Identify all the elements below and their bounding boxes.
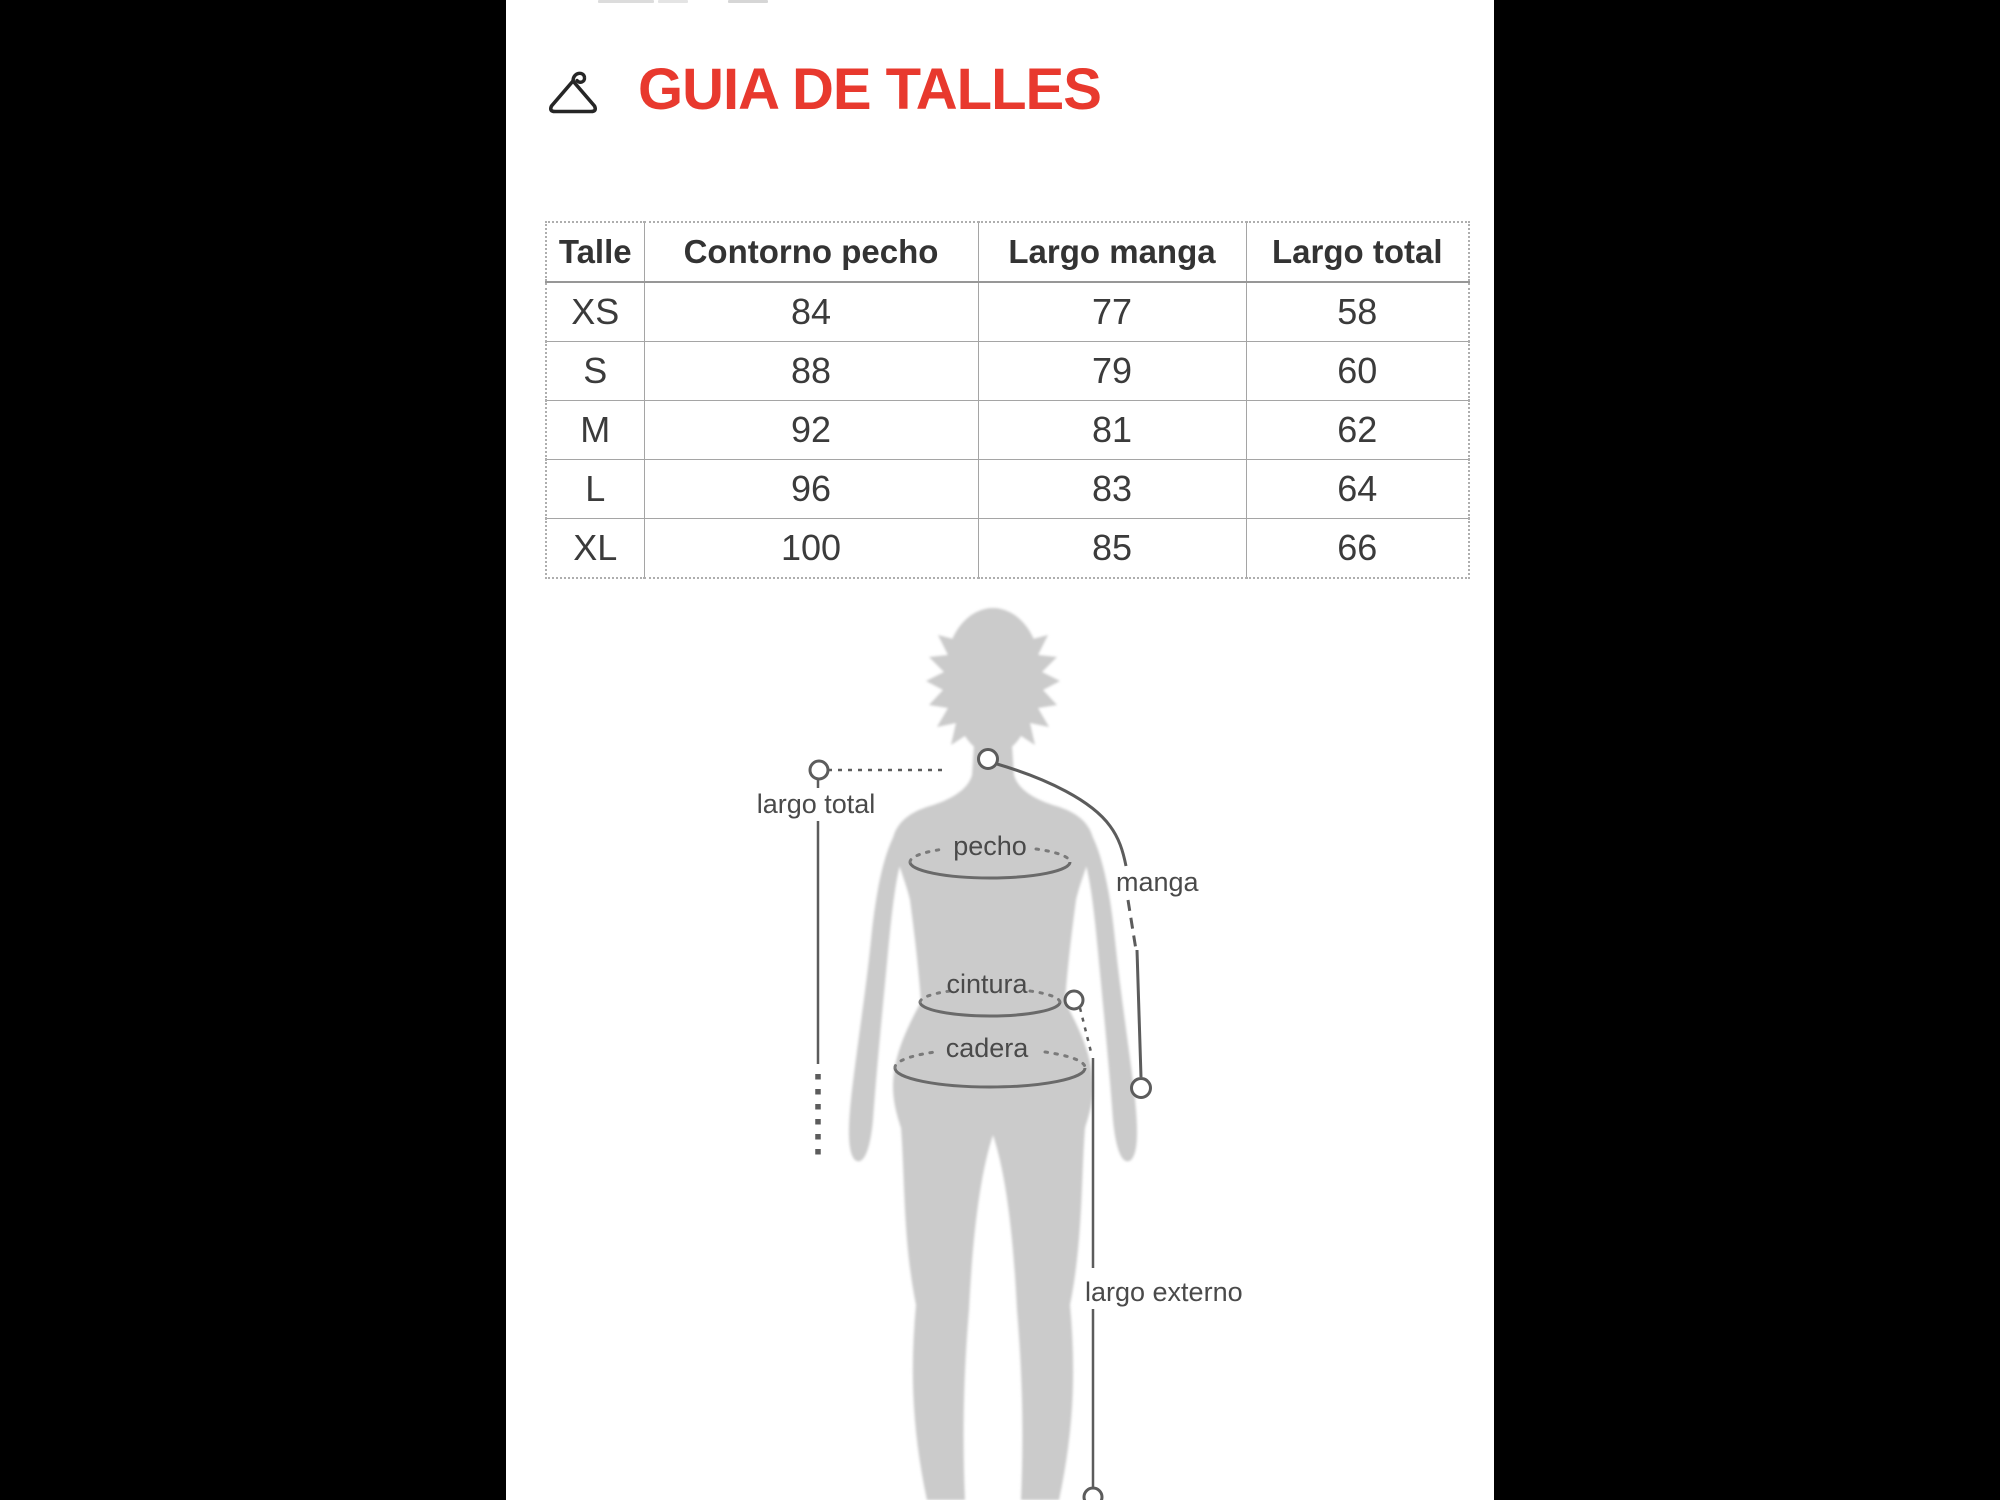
manga-line-forearm [1135, 949, 1143, 1078]
head [956, 650, 1030, 754]
largo-externo-label: largo externo [1085, 1277, 1243, 1307]
cadera-ellipse [893, 1067, 1087, 1089]
right-arm [1081, 830, 1138, 1162]
column-header-contorno-pecho: Contorno pecho [643, 221, 979, 283]
page-title: GUIA DE TALLES [638, 57, 1102, 122]
manga-label: manga [1116, 867, 1200, 897]
manga-line-shoulder [996, 762, 1128, 867]
largo-total-marker [808, 759, 830, 781]
cintura-dotted-left [918, 989, 952, 1004]
hanger-icon [548, 71, 598, 114]
cadera-label: cadera [946, 1033, 1030, 1063]
largo-externo-end-marker [1082, 1486, 1104, 1500]
measure-cell: 64 [1245, 459, 1470, 519]
size-cell: XS [545, 281, 645, 342]
largo-total-label-bg [750, 788, 882, 821]
size-cell: M [545, 400, 645, 460]
size-chart-table: Talle Contorno pecho Largo manga Largo t… [545, 221, 1470, 579]
manga-measure: manga [977, 748, 1200, 1099]
largo-externo-dotted [1078, 1007, 1094, 1057]
cadera-dotted-right [1043, 1050, 1087, 1070]
pecho-measure: pecho [908, 831, 1072, 880]
table-row-m: M 92 81 62 [545, 400, 1470, 460]
pecho-ellipse [908, 861, 1072, 880]
measure-cell: 79 [977, 341, 1247, 401]
measure-cell: 60 [1245, 341, 1470, 401]
cintura-dotted-right [1028, 989, 1062, 1004]
table-row-s: S 88 79 60 [545, 341, 1470, 401]
column-header-largo-total: Largo total [1245, 221, 1470, 283]
body-silhouette [848, 608, 1138, 1500]
size-cell: S [545, 341, 645, 401]
measurement-diagram: largo total pecho manga [750, 608, 1261, 1500]
measure-cell: 88 [643, 341, 979, 401]
torso-and-legs [893, 745, 1093, 1500]
manga-neck-marker [977, 748, 999, 770]
pecho-dotted-left [908, 847, 946, 864]
measure-cell: 85 [977, 518, 1247, 579]
measure-cell: 96 [643, 459, 979, 519]
largo-externo-measure: largo externo [1063, 989, 1261, 1500]
cintura-label: cintura [946, 969, 1028, 999]
manga-line-dashed [1126, 899, 1138, 951]
header-row: Talle Contorno pecho Largo manga Largo t… [545, 221, 1470, 283]
largo-total-label: largo total [757, 789, 876, 819]
measure-cell: 100 [643, 518, 979, 579]
cadera-dotted-left [893, 1050, 937, 1070]
table-row-xl: XL 100 85 66 [545, 518, 1470, 579]
cadera-measure: cadera [893, 1033, 1087, 1089]
cintura-ellipse [918, 1001, 1062, 1018]
largo-externo-hip-marker [1063, 989, 1085, 1011]
cintura-measure: cintura [918, 969, 1062, 1018]
largo-total-measure: largo total [750, 759, 948, 1164]
manga-wrist-marker [1130, 1077, 1152, 1099]
size-cell: XL [545, 518, 645, 579]
size-cell: L [545, 459, 645, 519]
column-header-talle: Talle [545, 221, 645, 283]
measure-cell: 66 [1245, 518, 1470, 579]
table-row-l: L 96 83 64 [545, 459, 1470, 519]
largo-externo-label-bg [1079, 1275, 1261, 1308]
pecho-label: pecho [953, 831, 1027, 861]
left-arm [848, 830, 905, 1162]
size-guide-page: GUIA DE TALLES Talle Contorno pecho Larg… [506, 0, 1494, 1500]
measure-cell: 62 [1245, 400, 1470, 460]
column-header-largo-manga: Largo manga [977, 221, 1247, 283]
